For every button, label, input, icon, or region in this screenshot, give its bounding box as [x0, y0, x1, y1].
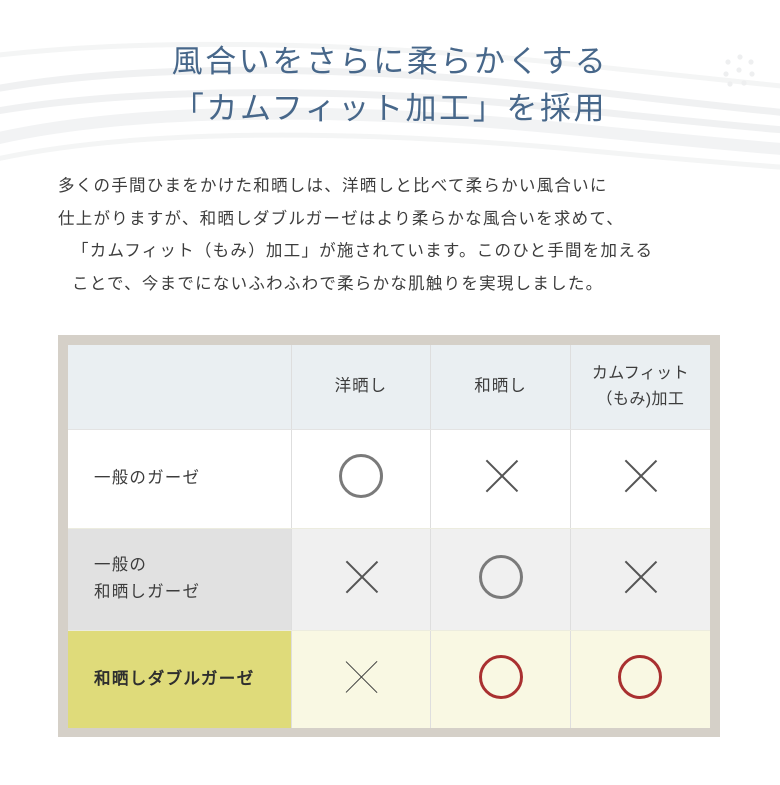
row-label-general-wazarashi-gauze: 一般の 和晒しガーゼ — [68, 528, 292, 631]
cross-mark-icon — [338, 655, 384, 701]
cell-r2-wazarashi — [430, 528, 571, 631]
circle-mark-icon — [338, 454, 384, 500]
cell-r2-comfit — [570, 528, 710, 631]
table-row: 和晒しダブルガーゼ — [68, 630, 710, 728]
cross-mark-icon — [338, 555, 384, 601]
cell-r1-yozarashi — [291, 429, 432, 529]
comparison-table: 洋晒し 和晒し カムフィット （もみ)加工 一般のガーゼ — [68, 345, 710, 728]
circle-mark-icon — [478, 554, 524, 601]
page-title: 風合いをさらに柔らかくする 「カムフィット加工」を採用 — [0, 38, 780, 132]
cross-mark-icon — [478, 454, 524, 500]
column-header-comfit: カムフィット （もみ)加工 — [570, 345, 710, 430]
page-title-line-2: 「カムフィット加工」を採用 — [172, 91, 608, 126]
cell-r1-comfit — [570, 429, 710, 529]
table-row: 一般の 和晒しガーゼ — [68, 528, 710, 631]
cross-mark-icon — [617, 454, 663, 500]
body-line-4: ことで、今までにないふわふわで柔らかな肌触りを実現しました。 — [72, 274, 604, 293]
cell-r3-yozarashi — [291, 630, 432, 728]
body-line-1: 多くの手間ひまをかけた和晒しは、洋晒しと比べて柔らかい風合いに — [58, 177, 608, 195]
column-header-wazarashi: 和晒し — [430, 345, 571, 430]
row-label-general-gauze: 一般のガーゼ — [68, 429, 292, 529]
body-line-2: 仕上がりますが、和晒しダブルガーゼはより柔らかな風合いを求めて、 — [58, 209, 625, 228]
row-label-wazarashi-double-gauze: 和晒しダブルガーゼ — [68, 630, 292, 728]
cell-r3-comfit — [570, 630, 710, 728]
body-paragraph: 多くの手間ひまをかけた和晒しは、洋晒しと比べて柔らかい風合いに 仕上がりますが、… — [58, 170, 730, 300]
circle-mark-icon — [617, 654, 663, 701]
page-title-line-1: 風合いをさらに柔らかくする — [171, 44, 609, 79]
table-row: 一般のガーゼ — [68, 429, 710, 529]
circle-mark-icon — [478, 654, 524, 701]
cell-r1-wazarashi — [430, 429, 571, 529]
cell-r3-wazarashi — [430, 630, 571, 728]
body-line-3: 「カムフィット（もみ）加工」が施されています。このひと手間を加える — [72, 242, 654, 260]
table-header-row: 洋晒し 和晒し カムフィット （もみ)加工 — [68, 345, 710, 430]
cell-r2-yozarashi — [291, 528, 432, 631]
table-corner-cell — [68, 345, 292, 430]
column-header-yozarashi: 洋晒し — [291, 345, 432, 430]
cross-mark-icon — [617, 555, 663, 601]
comparison-table-frame: 洋晒し 和晒し カムフィット （もみ)加工 一般のガーゼ — [58, 335, 720, 737]
